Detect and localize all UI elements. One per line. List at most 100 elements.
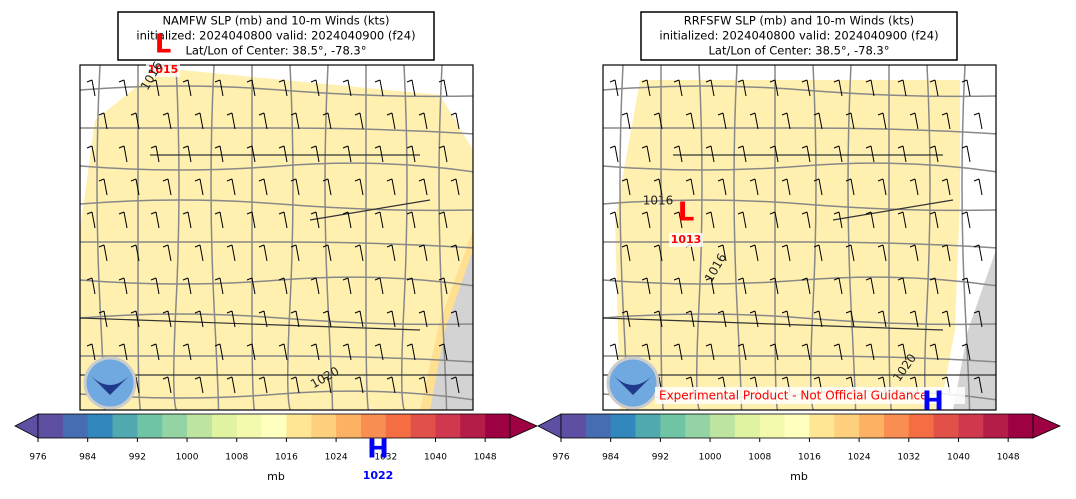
wind-barb bbox=[278, 277, 288, 295]
wind-barb bbox=[418, 310, 428, 328]
wind-barb bbox=[973, 376, 983, 394]
wind-barb bbox=[86, 277, 96, 295]
wind-barb bbox=[150, 343, 160, 361]
colorbar-bin bbox=[1008, 414, 1034, 438]
wind-barb bbox=[877, 112, 887, 130]
wind-barb bbox=[877, 244, 887, 262]
county-lines bbox=[603, 127, 996, 135]
noaa-logo bbox=[83, 356, 137, 410]
wind-barb bbox=[749, 310, 759, 328]
wind-barb bbox=[86, 211, 96, 229]
colorbar: 976 984 992 1000 1008 1016 1024 1032 1040 1048 mb bbox=[14, 413, 538, 483]
wind-barb bbox=[929, 145, 939, 163]
wind-barb bbox=[737, 145, 747, 163]
wind-barb bbox=[653, 310, 663, 328]
wind-barb bbox=[246, 343, 256, 361]
county-lines bbox=[80, 127, 473, 135]
wind-barb bbox=[342, 277, 352, 295]
colorbar-bin bbox=[710, 414, 736, 438]
wind-barb bbox=[290, 178, 300, 196]
map-area bbox=[80, 65, 473, 410]
wind-barb bbox=[418, 178, 428, 196]
wind-barb bbox=[246, 277, 256, 295]
colorbar-bin bbox=[211, 414, 238, 438]
colorbar-frame bbox=[37, 413, 511, 439]
colorbar-label: mb bbox=[790, 470, 808, 483]
map-panel: NAMFW SLP (mb) and 10-m Winds (kts)initi… bbox=[14, 11, 538, 483]
wind-barb bbox=[801, 277, 811, 295]
wind-barb bbox=[118, 79, 128, 97]
low-value-bg bbox=[669, 233, 703, 247]
wind-barb bbox=[609, 79, 619, 97]
wind-barb bbox=[801, 145, 811, 163]
low-value-bg bbox=[146, 63, 180, 77]
wind-barb bbox=[322, 112, 332, 130]
wind-barb bbox=[150, 79, 160, 97]
wind-barb bbox=[737, 79, 747, 97]
wind-barb bbox=[641, 79, 651, 97]
wind-barb bbox=[386, 244, 396, 262]
colorbar-tick-label: 1048 bbox=[474, 453, 497, 463]
wind-barb bbox=[749, 178, 759, 196]
wind-barb bbox=[813, 244, 823, 262]
colorbar-bin bbox=[162, 414, 188, 438]
wind-barb bbox=[621, 178, 631, 196]
title-line: Lat/Lon of Center: 38.5°, -78.3° bbox=[709, 44, 890, 58]
noaa-logo bbox=[606, 356, 660, 410]
wind-barb bbox=[258, 310, 268, 328]
wind-barb bbox=[438, 343, 448, 361]
wind-barb bbox=[290, 376, 300, 394]
wind-barb bbox=[438, 145, 448, 163]
title-line: RRFSFW SLP (mb) and 10-m Winds (kts) bbox=[684, 14, 914, 28]
colorbar-bin bbox=[734, 414, 761, 438]
wind-barb bbox=[973, 112, 983, 130]
colorbar-tick-label: 976 bbox=[552, 453, 569, 463]
colorbar-extend-high bbox=[1032, 413, 1061, 439]
county-lines bbox=[80, 162, 473, 173]
wind-barb bbox=[214, 211, 224, 229]
wind-barb bbox=[685, 310, 695, 328]
wind-barb bbox=[278, 211, 288, 229]
wind-barb bbox=[673, 343, 683, 361]
wind-barb bbox=[641, 343, 651, 361]
wind-barb bbox=[973, 310, 983, 328]
wind-barb bbox=[342, 343, 352, 361]
wind-barb bbox=[418, 376, 428, 394]
colorbar-tick-label: 1000 bbox=[699, 453, 722, 463]
colorbar-bin bbox=[410, 414, 436, 438]
colorbar-bin bbox=[62, 414, 89, 438]
low-value: 1015 bbox=[148, 63, 179, 76]
wind-barb bbox=[941, 310, 951, 328]
wind-barb bbox=[130, 112, 140, 130]
wind-barb bbox=[342, 79, 352, 97]
wind-barb bbox=[418, 244, 428, 262]
wind-barb bbox=[194, 244, 204, 262]
wind-barb bbox=[961, 79, 971, 97]
wind-barb bbox=[118, 211, 128, 229]
wind-barb bbox=[246, 211, 256, 229]
colorbar-bin bbox=[859, 414, 885, 438]
wind-barb bbox=[374, 277, 384, 295]
wind-barb bbox=[406, 145, 416, 163]
wind-barb bbox=[406, 343, 416, 361]
wind-barb bbox=[845, 178, 855, 196]
ocean bbox=[953, 250, 996, 410]
colorbar-bin bbox=[385, 414, 412, 438]
county-lines bbox=[365, 65, 370, 410]
wind-barb bbox=[182, 211, 192, 229]
wind-barb bbox=[98, 310, 108, 328]
wind-barb bbox=[118, 277, 128, 295]
wind-barb bbox=[685, 178, 695, 196]
wind-barb bbox=[290, 244, 300, 262]
wind-barb bbox=[162, 376, 172, 394]
wind-barb bbox=[865, 145, 875, 163]
wind-barb bbox=[845, 112, 855, 130]
wind-barb bbox=[374, 343, 384, 361]
wind-barb bbox=[609, 145, 619, 163]
wind-barb bbox=[717, 178, 727, 196]
colorbar-tick-label: 1040 bbox=[947, 453, 970, 463]
wind-barb bbox=[845, 244, 855, 262]
colorbar-bin bbox=[983, 414, 1009, 438]
wind-barb bbox=[310, 145, 320, 163]
colorbar-bin bbox=[908, 414, 935, 438]
